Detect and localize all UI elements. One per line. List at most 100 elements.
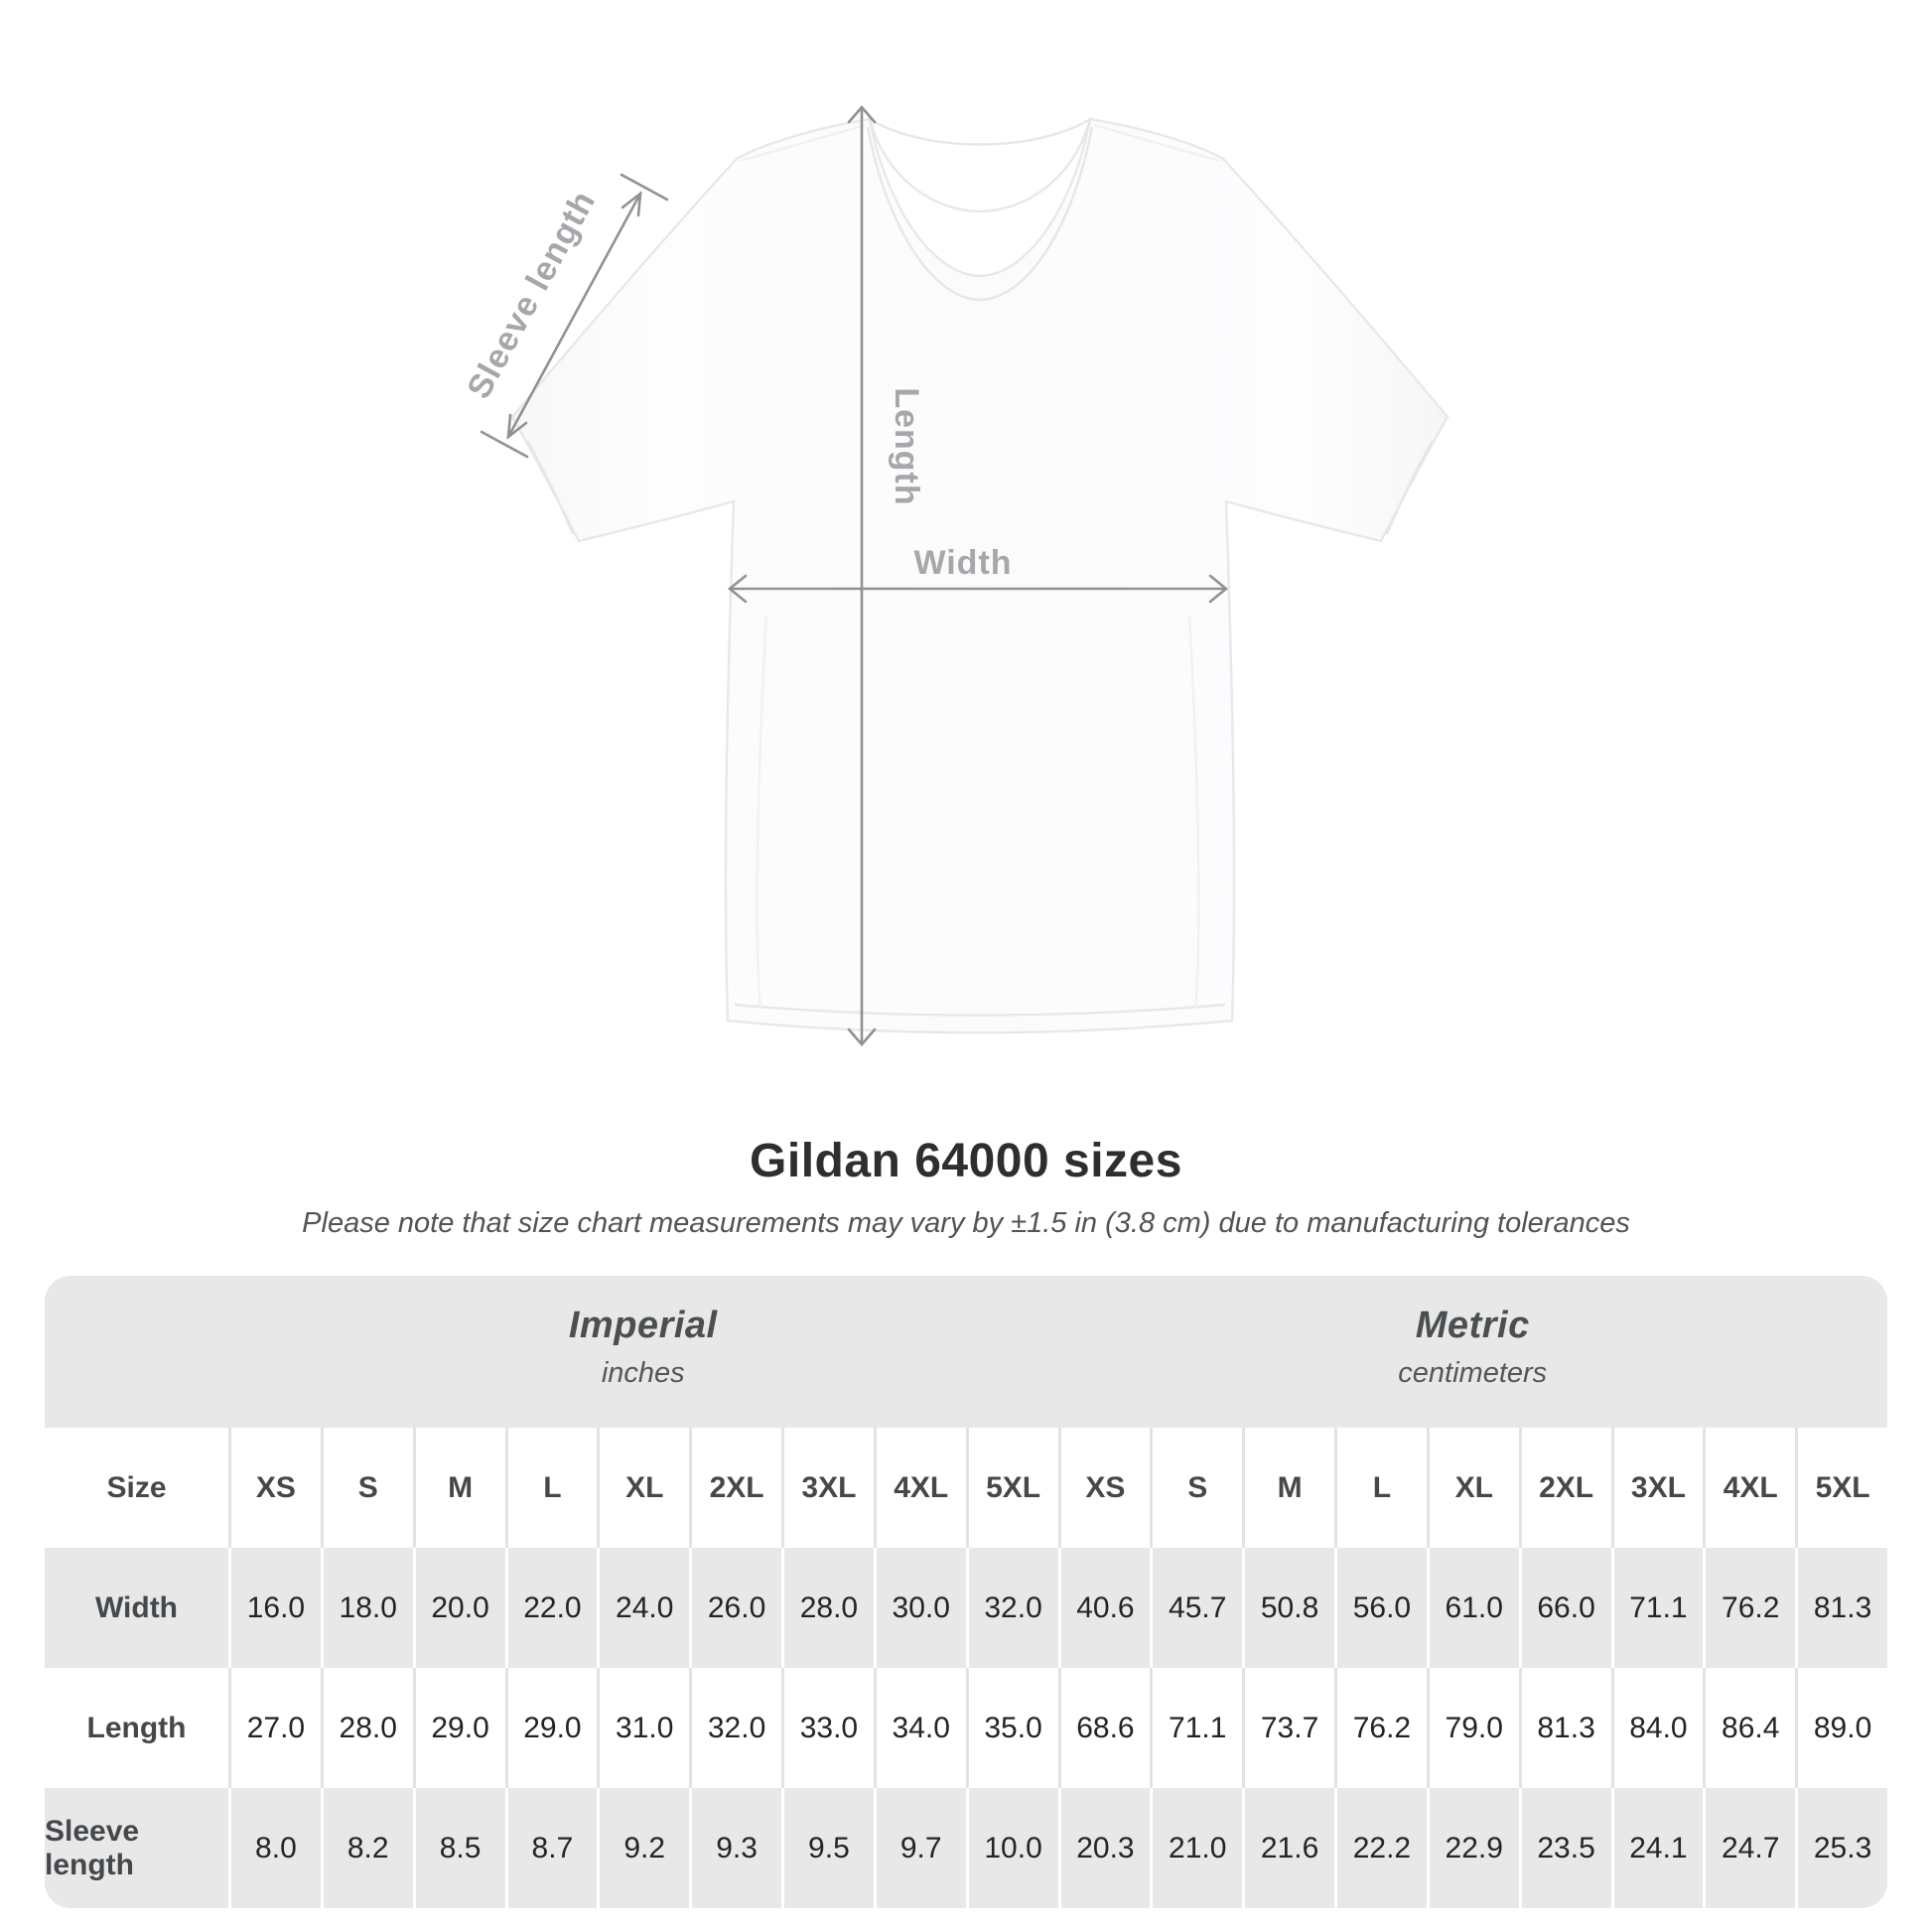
- width-imperial-value: 22.0: [504, 1548, 598, 1668]
- unit-header-corner: [45, 1276, 228, 1428]
- sleeve-imperial-value: 9.2: [597, 1788, 690, 1908]
- sleeve-imperial-value: 9.5: [781, 1788, 874, 1908]
- width-metric-value: 81.3: [1795, 1548, 1887, 1668]
- cuff-seam-right: [1385, 440, 1435, 535]
- page-title: Gildan 64000 sizes: [750, 1135, 1182, 1187]
- width-metric-value: 40.6: [1057, 1548, 1151, 1668]
- width-metric-value: 50.8: [1242, 1548, 1334, 1668]
- row-label-length: Length: [45, 1668, 228, 1788]
- imperial-header: Imperial inches: [228, 1276, 1058, 1428]
- sleeve-imperial-value: 8.7: [504, 1788, 598, 1908]
- size-header: XS: [228, 1428, 321, 1548]
- cuff-seam-left: [525, 440, 575, 535]
- sleeve-metric-value: 20.3: [1057, 1788, 1151, 1908]
- sleeve-imperial-value: 9.7: [873, 1788, 966, 1908]
- tshirt-diagram-svg: Sleeve length Length Width: [460, 105, 1449, 1046]
- size-header: S: [320, 1428, 413, 1548]
- length-metric-value: 89.0: [1795, 1668, 1887, 1788]
- size-header: 3XL: [781, 1428, 874, 1548]
- size-header: M: [412, 1428, 505, 1548]
- sleeve-metric-value: 24.1: [1610, 1788, 1704, 1908]
- body-fold-right: [1187, 615, 1200, 1010]
- sleeve-metric-value: 22.9: [1426, 1788, 1519, 1908]
- size-header: 5XL: [1795, 1428, 1887, 1548]
- width-imperial-value: 18.0: [320, 1548, 413, 1668]
- shoulder-seam-right: [1093, 123, 1220, 163]
- metric-unit: centimeters: [1398, 1356, 1548, 1389]
- length-arrow: [847, 105, 877, 1046]
- sleeve-imperial-value: 8.0: [228, 1788, 321, 1908]
- width-arrow: [727, 574, 1229, 604]
- size-header: 4XL: [1703, 1428, 1796, 1548]
- length-metric-value: 73.7: [1242, 1668, 1334, 1788]
- width-metric-value: 61.0: [1426, 1548, 1519, 1668]
- length-metric-value: 86.4: [1703, 1668, 1796, 1788]
- length-imperial-value: 32.0: [689, 1668, 781, 1788]
- length-imperial-value: 34.0: [873, 1668, 966, 1788]
- metric-header: Metric centimeters: [1058, 1276, 1888, 1428]
- row-label-width: Width: [45, 1548, 228, 1668]
- unit-header-row: Imperial inches Metric centimeters: [45, 1276, 1887, 1428]
- width-imperial-value: 30.0: [873, 1548, 966, 1668]
- length-imperial-value: 35.0: [965, 1668, 1058, 1788]
- sleeve-metric-value: 24.7: [1703, 1788, 1796, 1908]
- imperial-label: Imperial: [568, 1304, 718, 1346]
- length-metric-value: 71.1: [1150, 1668, 1243, 1788]
- length-metric-value: 81.3: [1518, 1668, 1611, 1788]
- size-header: 5XL: [965, 1428, 1058, 1548]
- sleeve-metric-value: 22.2: [1334, 1788, 1427, 1908]
- metric-label: Metric: [1415, 1304, 1530, 1346]
- width-imperial-value: 20.0: [412, 1548, 505, 1668]
- body-fold-left: [756, 615, 768, 1010]
- sleeve-metric-value: 21.0: [1150, 1788, 1243, 1908]
- size-header-row: Size XS S M L XL 2XL 3XL 4XL 5XL XS S M …: [45, 1428, 1887, 1548]
- width-metric-value: 66.0: [1518, 1548, 1611, 1668]
- length-imperial-value: 31.0: [597, 1668, 690, 1788]
- length-imperial-value: 27.0: [228, 1668, 321, 1788]
- size-header: XL: [1426, 1428, 1519, 1548]
- sleeve-imperial-value: 8.2: [320, 1788, 413, 1908]
- sleeve-length-arrow: [480, 173, 669, 459]
- collar-seam: [866, 126, 1094, 302]
- sleeve-metric-value: 25.3: [1795, 1788, 1887, 1908]
- sleeve-imperial-value: 9.3: [689, 1788, 781, 1908]
- width-imperial-value: 16.0: [228, 1548, 321, 1668]
- width-metric-value: 71.1: [1610, 1548, 1704, 1668]
- width-row: Width 16.0 18.0 20.0 22.0 24.0 26.0 28.0…: [45, 1548, 1887, 1668]
- length-metric-value: 76.2: [1334, 1668, 1427, 1788]
- width-imperial-value: 26.0: [689, 1548, 781, 1668]
- length-imperial-value: 28.0: [320, 1668, 413, 1788]
- size-col-label: Size: [45, 1428, 228, 1548]
- length-metric-value: 79.0: [1426, 1668, 1519, 1788]
- sleeve-imperial-value: 10.0: [965, 1788, 1058, 1908]
- width-label: Width: [913, 544, 1012, 582]
- length-row: Length 27.0 28.0 29.0 29.0 31.0 32.0 33.…: [45, 1668, 1887, 1788]
- width-imperial-value: 32.0: [965, 1548, 1058, 1668]
- length-imperial-value: 29.0: [504, 1668, 598, 1788]
- hem-seam: [734, 1003, 1226, 1017]
- sleeve-metric-value: 23.5: [1518, 1788, 1611, 1908]
- sleeve-imperial-value: 8.5: [412, 1788, 505, 1908]
- tshirt-measurement-diagram: Sleeve length Length Width: [460, 105, 1449, 1046]
- length-label: Length: [888, 387, 925, 505]
- size-header: 2XL: [689, 1428, 781, 1548]
- size-header: M: [1242, 1428, 1334, 1548]
- width-metric-value: 76.2: [1703, 1548, 1796, 1668]
- size-header: L: [1334, 1428, 1427, 1548]
- size-header: XS: [1057, 1428, 1151, 1548]
- width-imperial-value: 28.0: [781, 1548, 874, 1668]
- tshirt-silhouette: [510, 117, 1449, 1035]
- row-label-sleeve-length: Sleeve length: [45, 1788, 228, 1908]
- sleeve-length-row: Sleeve length 8.0 8.2 8.5 8.7 9.2 9.3 9.…: [45, 1788, 1887, 1908]
- size-header: S: [1150, 1428, 1243, 1548]
- length-metric-value: 84.0: [1610, 1668, 1704, 1788]
- sleeve-metric-value: 21.6: [1242, 1788, 1334, 1908]
- width-metric-value: 56.0: [1334, 1548, 1427, 1668]
- tolerance-note: Please note that size chart measurements…: [302, 1207, 1630, 1239]
- size-chart-table: Imperial inches Metric centimeters Size …: [45, 1276, 1887, 1908]
- length-imperial-value: 33.0: [781, 1668, 874, 1788]
- width-imperial-value: 24.0: [597, 1548, 690, 1668]
- length-metric-value: 68.6: [1057, 1668, 1151, 1788]
- size-header: XL: [597, 1428, 690, 1548]
- imperial-unit: inches: [601, 1356, 685, 1389]
